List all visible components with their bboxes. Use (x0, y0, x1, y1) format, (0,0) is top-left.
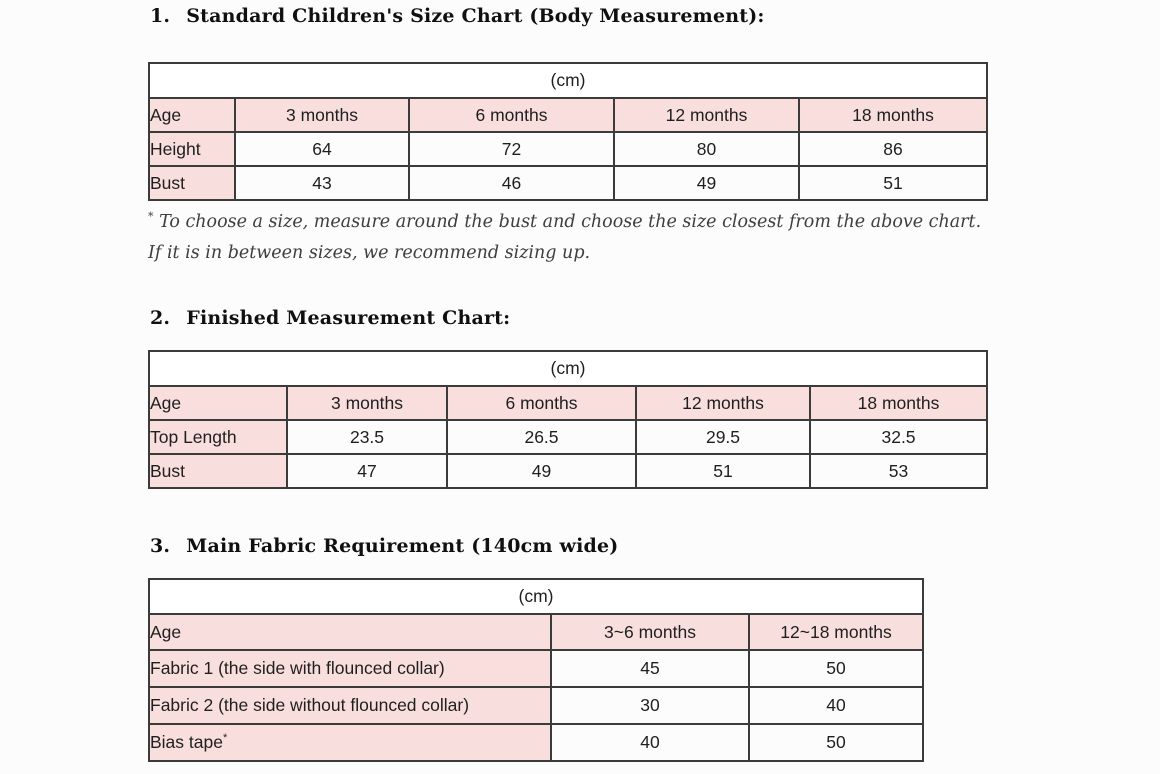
table-row-unit: (cm) (147, 350, 989, 387)
cell-value: 86 (797, 131, 989, 167)
table-row-fabric-2: Fabric 2 (the side without flounced coll… (148, 686, 924, 725)
cell-value: 49 (446, 453, 637, 489)
table-row-fabric-1: Fabric 1 (the side with flounced collar)… (148, 649, 924, 688)
body-measurement-table: (cm) Age 3 months 6 months 12 months 18 … (147, 62, 989, 201)
cell-value: 51 (797, 165, 989, 201)
row-label-height: Height (148, 131, 236, 167)
table-row-top-length: Top Length 23.5 26.5 29.5 32.5 (148, 419, 989, 455)
table-row-unit: (cm) (147, 62, 989, 99)
sizing-note-line-1: * To choose a size, measure around the b… (148, 210, 982, 232)
section-3-number: 3. (150, 535, 171, 557)
unit-label: (cm) (147, 350, 989, 387)
finished-measurement-table: (cm) Age 3 months 6 months 12 months 18 … (147, 350, 989, 489)
cell-value: 50 (748, 723, 924, 762)
row-label-top-length: Top Length (148, 419, 288, 455)
table-row-bust: Bust 43 46 49 51 (148, 165, 989, 201)
row-label-bust: Bust (148, 453, 288, 489)
section-2-number: 2. (150, 307, 171, 329)
cell-value: 51 (635, 453, 811, 489)
cell-value: 45 (550, 649, 750, 688)
column-header-18-months: 18 months (808, 385, 989, 421)
table-row-bias-tape: Bias tape* 40 50 (148, 723, 924, 762)
column-header-6-months: 6 months (408, 97, 615, 133)
row-label-fabric-2: Fabric 2 (the side without flounced coll… (148, 686, 552, 725)
note-asterisk: * (148, 210, 154, 223)
column-header-age: Age (148, 613, 552, 651)
table-row-header: Age 3 months 6 months 12 months 18 month… (148, 97, 989, 133)
sizing-note-line-2: If it is in between sizes, we recommend … (148, 242, 591, 263)
unit-label: (cm) (148, 578, 924, 615)
cell-value: 29.5 (635, 419, 811, 455)
cell-value: 50 (748, 649, 924, 688)
cell-value: 72 (408, 131, 615, 167)
sizing-note: * To choose a size, measure around the b… (148, 201, 981, 269)
table-row-height: Height 64 72 80 86 (148, 131, 989, 167)
column-header-12-months: 12 months (635, 385, 811, 421)
column-header-age: Age (148, 97, 236, 133)
section-1-number: 1. (150, 5, 171, 27)
cell-value: 23.5 (286, 419, 448, 455)
column-header-age: Age (148, 385, 288, 421)
column-header-18-months: 18 months (797, 97, 989, 133)
row-label-bust: Bust (148, 165, 236, 201)
cell-value: 43 (234, 165, 410, 201)
bias-tape-asterisk: * (222, 732, 228, 745)
cell-value: 40 (748, 686, 924, 725)
column-header-3-months: 3 months (234, 97, 410, 133)
cell-value: 47 (286, 453, 448, 489)
section-2-heading: 2. Finished Measurement Chart: (150, 307, 510, 329)
section-3-heading: 3. Main Fabric Requirement (140cm wide) (150, 535, 618, 557)
column-header-12-18-months: 12~18 months (748, 613, 924, 651)
table-row-header: Age 3~6 months 12~18 months (148, 613, 924, 651)
unit-label: (cm) (147, 62, 989, 99)
column-header-3-months: 3 months (286, 385, 448, 421)
column-header-12-months: 12 months (613, 97, 800, 133)
cell-value: 30 (550, 686, 750, 725)
cell-value: 49 (613, 165, 800, 201)
cell-value: 53 (808, 453, 989, 489)
cell-value: 40 (550, 723, 750, 762)
cell-value: 32.5 (808, 419, 989, 455)
cell-value: 46 (408, 165, 615, 201)
table-row-header: Age 3 months 6 months 12 months 18 month… (148, 385, 989, 421)
table-row-bust: Bust 47 49 51 53 (148, 453, 989, 489)
column-header-3-6-months: 3~6 months (550, 613, 750, 651)
cell-value: 80 (613, 131, 800, 167)
cell-value: 64 (234, 131, 410, 167)
section-1-title: Standard Children's Size Chart (Body Mea… (186, 5, 765, 27)
table-row-unit: (cm) (148, 578, 924, 615)
row-label-bias-tape: Bias tape* (148, 723, 552, 762)
section-2-title: Finished Measurement Chart: (186, 307, 511, 329)
cell-value: 26.5 (446, 419, 637, 455)
column-header-6-months: 6 months (446, 385, 637, 421)
fabric-requirement-table: (cm) Age 3~6 months 12~18 months Fabric … (148, 578, 924, 762)
row-label-fabric-1: Fabric 1 (the side with flounced collar) (148, 649, 552, 688)
section-1-heading: 1. Standard Children's Size Chart (Body M… (150, 5, 765, 27)
section-3-title: Main Fabric Requirement (140cm wide) (186, 535, 619, 557)
